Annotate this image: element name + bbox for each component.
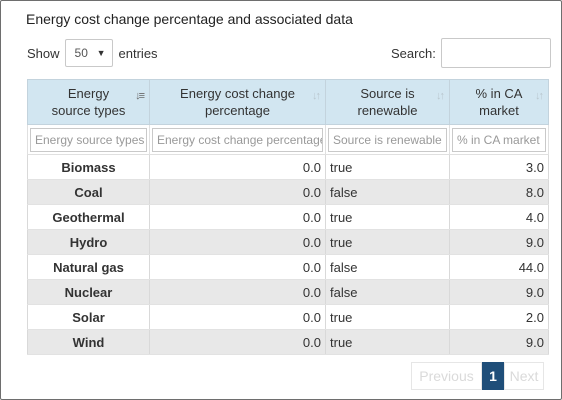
next-page-button[interactable]: Next <box>504 362 544 390</box>
page-length-select[interactable]: 50 ▼ <box>64 39 113 67</box>
column-header-label: % in CA market <box>475 86 523 118</box>
cell-cost-change: 0.0 <box>149 304 326 330</box>
cell-cost-change: 0.0 <box>149 179 326 205</box>
cell-energy-source: Nuclear <box>27 279 150 305</box>
page-1-button[interactable]: 1 <box>482 362 504 390</box>
cell-renewable: false <box>325 279 450 305</box>
chevron-down-icon: ▼ <box>96 48 106 58</box>
cell-renewable: true <box>325 329 450 355</box>
cell-cost-change: 0.0 <box>149 229 326 255</box>
column-header-cost-change[interactable]: Energy cost change percentage ↓↑ <box>149 79 326 125</box>
column-header-energy-source[interactable]: Energy source types ↓≡ <box>27 79 150 125</box>
cell-cost-change: 0.0 <box>149 279 326 305</box>
table-row: Natural gas 0.0 false 44.0 <box>27 254 549 280</box>
cell-renewable: true <box>325 229 450 255</box>
filter-energy-source-input[interactable]: Energy source types <box>30 127 147 152</box>
sort-icon: ↓↑ <box>312 90 321 102</box>
table-row: Geothermal 0.0 true 4.0 <box>27 204 549 230</box>
cell-ca-market: 9.0 <box>449 279 549 305</box>
cell-ca-market: 9.0 <box>449 229 549 255</box>
cell-energy-source: Solar <box>27 304 150 330</box>
data-table: Energy source types ↓≡ Energy cost chang… <box>27 79 549 355</box>
search-label: Search: <box>391 45 436 61</box>
sort-icon: ↓↑ <box>436 90 445 102</box>
page-length-control: Show 50 ▼ entries <box>27 39 158 67</box>
filter-renewable-input[interactable]: Source is renewable <box>328 127 447 152</box>
search-control: Search: <box>391 38 551 68</box>
filter-cost-change-input[interactable]: Energy cost change percentage <box>152 127 323 152</box>
widget-title: Energy cost change percentage and associ… <box>26 11 353 27</box>
sort-icon: ↓↑ <box>535 90 544 102</box>
cell-ca-market: 44.0 <box>449 254 549 280</box>
column-header-ca-market[interactable]: % in CA market ↓↑ <box>449 79 549 125</box>
filter-ca-market-input[interactable]: % in CA market <box>452 127 546 152</box>
pagination: Previous 1 Next <box>411 362 544 390</box>
entries-label: entries <box>118 45 158 61</box>
cell-cost-change: 0.0 <box>149 254 326 280</box>
cell-ca-market: 3.0 <box>449 154 549 180</box>
cell-ca-market: 4.0 <box>449 204 549 230</box>
cell-renewable: true <box>325 154 450 180</box>
cell-cost-change: 0.0 <box>149 204 326 230</box>
page-length-value: 50 <box>74 46 88 60</box>
cell-ca-market: 8.0 <box>449 179 549 205</box>
table-row: Hydro 0.0 true 9.0 <box>27 229 549 255</box>
table-row: Biomass 0.0 true 3.0 <box>27 154 549 180</box>
cell-ca-market: 9.0 <box>449 329 549 355</box>
show-label: Show <box>27 45 60 61</box>
cell-energy-source: Biomass <box>27 154 150 180</box>
table-row: Coal 0.0 false 8.0 <box>27 179 549 205</box>
sort-ascending-icon: ↓≡ <box>135 90 145 102</box>
previous-page-button[interactable]: Previous <box>411 362 482 390</box>
column-header-label: Energy cost change percentage <box>180 86 295 118</box>
cell-cost-change: 0.0 <box>149 154 326 180</box>
table-row: Solar 0.0 true 2.0 <box>27 304 549 330</box>
cell-energy-source: Geothermal <box>27 204 150 230</box>
column-header-label: Energy source types <box>51 86 126 118</box>
search-input[interactable] <box>440 38 551 68</box>
cell-renewable: false <box>325 179 450 205</box>
cell-energy-source: Coal <box>27 179 150 205</box>
cell-ca-market: 2.0 <box>449 304 549 330</box>
cell-energy-source: Wind <box>27 329 150 355</box>
column-header-renewable[interactable]: Source is renewable ↓↑ <box>325 79 450 125</box>
column-header-label: Source is renewable <box>357 86 418 118</box>
cell-renewable: true <box>325 304 450 330</box>
table-row: Nuclear 0.0 false 9.0 <box>27 279 549 305</box>
cell-renewable: true <box>325 204 450 230</box>
cell-energy-source: Natural gas <box>27 254 150 280</box>
cell-renewable: false <box>325 254 450 280</box>
cell-energy-source: Hydro <box>27 229 150 255</box>
table-row: Wind 0.0 true 9.0 <box>27 329 549 355</box>
cell-cost-change: 0.0 <box>149 329 326 355</box>
